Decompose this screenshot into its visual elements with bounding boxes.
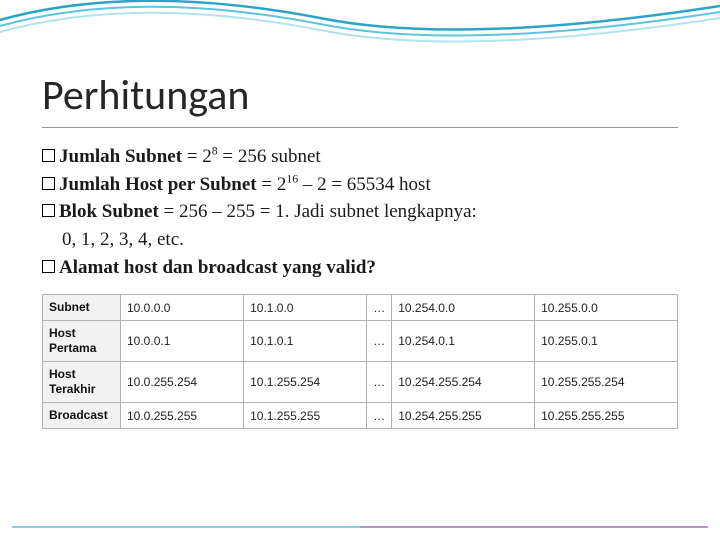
cell: 10.1.0.1	[244, 321, 367, 362]
table-row: Subnet 10.0.0.0 10.1.0.0 … 10.254.0.0 10…	[43, 295, 678, 321]
subnet-table-wrap: Subnet 10.0.0.0 10.1.0.0 … 10.254.0.0 10…	[42, 294, 678, 429]
cell: 10.0.255.255	[121, 403, 244, 429]
bullet-item: Alamat host dan broadcast yang valid?	[42, 255, 678, 281]
row-header: Host Pertama	[43, 321, 121, 362]
table-row: Host Pertama 10.0.0.1 10.1.0.1 … 10.254.…	[43, 321, 678, 362]
bullet-list: Jumlah Subnet = 28 = 256 subnet Jumlah H…	[42, 144, 678, 280]
cell: 10.255.255.254	[535, 362, 678, 403]
bullet-marker	[42, 260, 55, 273]
cell: 10.254.0.0	[392, 295, 535, 321]
bullet-indent: 0, 1, 2, 3, 4, etc.	[42, 227, 678, 253]
cell: 10.255.255.255	[535, 403, 678, 429]
table-row: Broadcast 10.0.255.255 10.1.255.255 … 10…	[43, 403, 678, 429]
cell: 10.254.0.1	[392, 321, 535, 362]
bullet-item: Jumlah Subnet = 28 = 256 subnet	[42, 144, 678, 170]
cell: 10.0.0.1	[121, 321, 244, 362]
bullet-bold: Alamat host dan broadcast yang valid?	[59, 257, 376, 278]
bullet-bold: Jumlah Subnet	[59, 146, 182, 167]
bullet-text: Blok Subnet = 256 – 255 = 1. Jadi subnet…	[59, 199, 678, 225]
cell-ellipsis: …	[367, 362, 392, 403]
bullet-item: Blok Subnet = 256 – 255 = 1. Jadi subnet…	[42, 199, 678, 225]
cell: 10.254.255.255	[392, 403, 535, 429]
cell: 10.1.255.255	[244, 403, 367, 429]
row-header: Subnet	[43, 295, 121, 321]
bullet-bold: Blok Subnet	[59, 201, 159, 222]
page-title: Perhitungan	[42, 70, 678, 128]
cell-ellipsis: …	[367, 295, 392, 321]
cell-ellipsis: …	[367, 321, 392, 362]
row-header: Host Terakhir	[43, 362, 121, 403]
subnet-table: Subnet 10.0.0.0 10.1.0.0 … 10.254.0.0 10…	[42, 294, 678, 429]
bullet-text: Jumlah Host per Subnet = 216 – 2 = 65534…	[59, 172, 678, 198]
cell: 10.255.0.1	[535, 321, 678, 362]
bullet-item: Jumlah Host per Subnet = 216 – 2 = 65534…	[42, 172, 678, 198]
bullet-marker	[42, 149, 55, 162]
cell-ellipsis: …	[367, 403, 392, 429]
bullet-text: Alamat host dan broadcast yang valid?	[59, 255, 678, 281]
bullet-text: Jumlah Subnet = 28 = 256 subnet	[59, 144, 678, 170]
cell: 10.1.255.254	[244, 362, 367, 403]
bullet-bold: Jumlah Host per Subnet	[59, 174, 257, 195]
cell: 10.255.0.0	[535, 295, 678, 321]
bullet-marker	[42, 204, 55, 217]
bullet-marker	[42, 177, 55, 190]
footer-accent-line	[12, 526, 708, 528]
cell: 10.254.255.254	[392, 362, 535, 403]
cell: 10.1.0.0	[244, 295, 367, 321]
table-row: Host Terakhir 10.0.255.254 10.1.255.254 …	[43, 362, 678, 403]
cell: 10.0.0.0	[121, 295, 244, 321]
row-header: Broadcast	[43, 403, 121, 429]
cell: 10.0.255.254	[121, 362, 244, 403]
slide-content: Perhitungan Jumlah Subnet = 28 = 256 sub…	[0, 0, 720, 429]
